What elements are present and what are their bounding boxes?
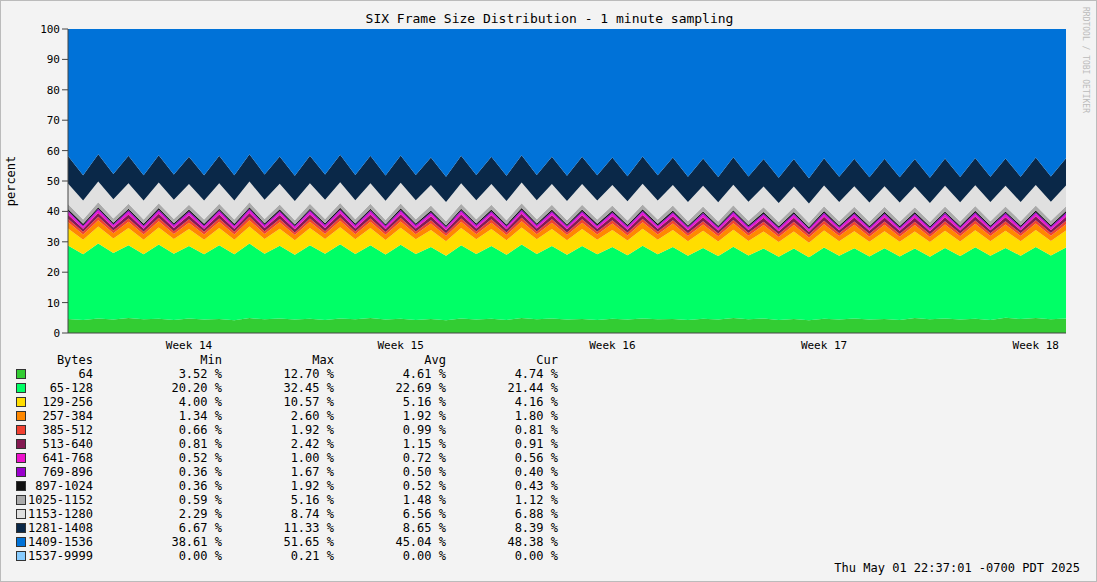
svg-text:40: 40 (47, 205, 60, 218)
html-text:0.59 %: 0.59 % (178, 493, 222, 507)
svg-text:90: 90 (47, 53, 60, 66)
html-text:RRDTOOL / TOBI OETIKER: RRDTOOL / TOBI OETIKER (1081, 7, 1090, 113)
html-text:1.92 %: 1.92 % (402, 409, 446, 423)
html-text:0.00 %: 0.00 % (402, 549, 446, 563)
html-text:0.00 %: 0.00 % (178, 549, 222, 563)
html-text:SIX Frame Size Distribution -: SIX Frame Size Distribution - 1 minute s… (365, 11, 734, 26)
html-text:5.16 %: 5.16 % (402, 395, 446, 409)
html-text:1.15 %: 1.15 % (402, 437, 446, 451)
html-text:Cur: Cur (536, 353, 558, 367)
html-text:897-1024: 897-1024 (35, 479, 93, 493)
html-text:Min: Min (200, 353, 222, 367)
html-text:0.36 %: 0.36 % (178, 465, 222, 479)
html-text:6.67 %: 6.67 % (178, 521, 222, 535)
html-text:4.74 %: 4.74 % (514, 367, 558, 381)
html-text:0.21 %: 0.21 % (290, 549, 334, 563)
svg-text:80: 80 (47, 84, 60, 97)
html-text:1.34 %: 1.34 % (178, 409, 222, 423)
html-text:4.61 %: 4.61 % (402, 367, 446, 381)
html-text:1025-1152: 1025-1152 (28, 493, 93, 507)
svg-text:50: 50 (47, 175, 60, 188)
svg-text:60: 60 (47, 145, 60, 158)
html-text:0.91 %: 0.91 % (514, 437, 558, 451)
html-text:Thu May 01 22:37:01 -0700 PDT: Thu May 01 22:37:01 -0700 PDT 2025 (834, 561, 1080, 575)
html-text:1.92 %: 1.92 % (290, 479, 334, 493)
html-text:48.38 %: 48.38 % (507, 535, 558, 549)
svg-text:Week 14: Week 14 (166, 339, 213, 352)
html-text:129-256: 129-256 (42, 395, 93, 409)
html-text:11.33 %: 11.33 % (283, 521, 334, 535)
html-text:1537-9999: 1537-9999 (28, 549, 93, 563)
html-text:51.65 %: 51.65 % (283, 535, 334, 549)
html-text:10.57 %: 10.57 % (283, 395, 334, 409)
svg-text:100: 100 (40, 23, 60, 36)
html-text:0.50 %: 0.50 % (402, 465, 446, 479)
html-text:64: 64 (78, 367, 93, 381)
html-text:8.39 %: 8.39 % (514, 521, 558, 535)
html-text:32.45 %: 32.45 % (283, 381, 334, 395)
html-text:5.16 %: 5.16 % (290, 493, 334, 507)
html-text:1.80 %: 1.80 % (514, 409, 558, 423)
html-text:38.61 %: 38.61 % (171, 535, 222, 549)
html-text:0.36 %: 0.36 % (178, 479, 222, 493)
html-text:65-128: 65-128 (49, 381, 93, 395)
html-text:2.60 %: 2.60 % (290, 409, 334, 423)
html-text:1.12 %: 1.12 % (514, 493, 558, 507)
html-text:257-384: 257-384 (42, 409, 93, 423)
html-text:0.81 %: 0.81 % (514, 423, 558, 437)
html-text:1.67 %: 1.67 % (290, 465, 334, 479)
html-text:45.04 %: 45.04 % (395, 535, 446, 549)
html-text:1.00 %: 1.00 % (290, 451, 334, 465)
html-text:0.52 %: 0.52 % (402, 479, 446, 493)
html-text:4.16 %: 4.16 % (514, 395, 558, 409)
html-text:22.69 %: 22.69 % (395, 381, 446, 395)
html-text:641-768: 641-768 (42, 451, 93, 465)
html-text:0.40 %: 0.40 % (514, 465, 558, 479)
svg-text:10: 10 (47, 297, 60, 310)
svg-text:Week 17: Week 17 (801, 339, 847, 352)
html-text:0.00 %: 0.00 % (514, 549, 558, 563)
html-text:0.72 %: 0.72 % (402, 451, 446, 465)
html-text:4.00 %: 4.00 % (178, 395, 222, 409)
html-text:0.81 %: 0.81 % (178, 437, 222, 451)
html-text:0.43 %: 0.43 % (514, 479, 558, 493)
svg-text:Week 18: Week 18 (1013, 339, 1059, 352)
html-text:8.74 %: 8.74 % (290, 507, 334, 521)
html-text:1.48 %: 1.48 % (402, 493, 446, 507)
html-text:2.42 %: 2.42 % (290, 437, 334, 451)
svg-text:20: 20 (47, 266, 60, 279)
svg-text:Week 15: Week 15 (377, 339, 423, 352)
html-text:20.20 %: 20.20 % (171, 381, 222, 395)
html-text:1153-1280: 1153-1280 (28, 507, 93, 521)
html-text:1281-1408: 1281-1408 (28, 521, 93, 535)
html-text:0.56 %: 0.56 % (514, 451, 558, 465)
html-text:Avg: Avg (424, 353, 446, 367)
html-text:8.65 %: 8.65 % (402, 521, 446, 535)
html-text:0.99 %: 0.99 % (402, 423, 446, 437)
html-text:0.52 %: 0.52 % (178, 451, 222, 465)
html-text:21.44 %: 21.44 % (507, 381, 558, 395)
svg-text:30: 30 (47, 236, 60, 249)
html-text:Max: Max (312, 353, 334, 367)
html-text:385-512: 385-512 (42, 423, 93, 437)
html-text:513-640: 513-640 (42, 437, 93, 451)
html-text:769-896: 769-896 (42, 465, 93, 479)
html-text:6.88 %: 6.88 % (514, 507, 558, 521)
svg-text:0: 0 (53, 327, 60, 340)
html-text:Bytes: Bytes (56, 353, 93, 367)
html-text:1.92 %: 1.92 % (290, 423, 334, 437)
html-text:6.56 %: 6.56 % (402, 507, 446, 521)
svg-text:70: 70 (47, 114, 60, 127)
svg-text:percent: percent (8, 156, 18, 207)
html-text:3.52 %: 3.52 % (178, 367, 222, 381)
html-text:2.29 %: 2.29 % (178, 507, 222, 521)
html-text:0.66 %: 0.66 % (178, 423, 222, 437)
html-text:1409-1536: 1409-1536 (28, 535, 93, 549)
html-text:12.70 %: 12.70 % (283, 367, 334, 381)
svg-text:Week 16: Week 16 (589, 339, 635, 352)
